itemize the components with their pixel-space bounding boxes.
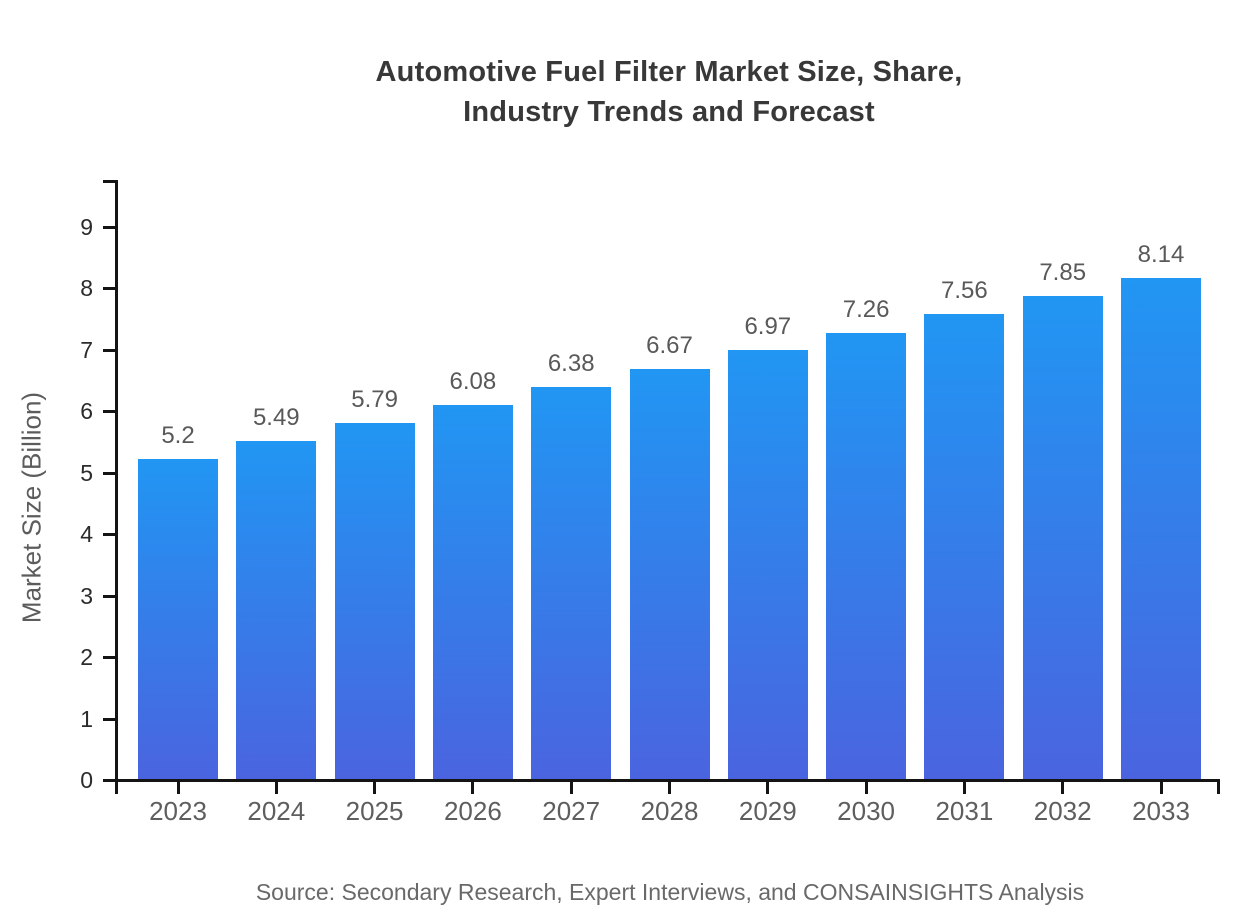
y-tick (103, 779, 115, 782)
x-category-label: 2025 (345, 796, 404, 826)
x-tick (569, 782, 573, 794)
chart-title-line1: Automotive Fuel Filter Market Size, Shar… (375, 56, 963, 88)
bar-value-label: 7.85 (1039, 259, 1087, 287)
y-tick (103, 471, 115, 475)
chart-title: Automotive Fuel Filter Market Size, Shar… (118, 52, 1220, 132)
y-tick-label: 4 (80, 521, 93, 547)
y-tick-label: 5 (80, 459, 93, 486)
x-tick (1061, 782, 1065, 794)
y-tick-label: 8 (80, 275, 93, 301)
bar (531, 386, 612, 779)
bar-value-label: 7.26 (842, 295, 890, 323)
y-tick (103, 656, 115, 659)
x-category-label: 2024 (247, 796, 306, 826)
x-tick (274, 782, 278, 794)
bar (924, 314, 1005, 779)
x-category-label: 2030 (837, 796, 896, 826)
x-category-label: 2026 (443, 796, 502, 826)
x-category-label: 2032 (1033, 796, 1092, 826)
y-axis-end-tick (103, 180, 115, 183)
y-tick-label: 0 (80, 767, 93, 793)
y-tick-label: 7 (80, 336, 93, 363)
bar-value-label: 8.14 (1137, 241, 1185, 269)
x-tick (176, 782, 180, 794)
x-tick (1159, 782, 1163, 794)
bar-value-label: 6.08 (449, 368, 497, 396)
bar-value-label: 6.67 (646, 331, 693, 359)
x-category-label: 2031 (935, 796, 994, 826)
x-tick (668, 782, 671, 794)
y-tick (103, 225, 115, 229)
x-tick (471, 782, 475, 794)
y-tick (103, 594, 115, 598)
y-tick (103, 410, 115, 413)
y-tick (103, 287, 115, 290)
y-tick (103, 533, 115, 536)
bar (1121, 278, 1201, 779)
x-category-label: 2023 (149, 796, 207, 826)
bar (727, 350, 808, 779)
y-axis-line (115, 180, 118, 794)
x-category-label: 2027 (542, 796, 601, 826)
y-tick-label: 9 (80, 213, 93, 240)
source-note: Source: Secondary Research, Expert Inter… (255, 879, 1085, 905)
bar (432, 405, 513, 779)
bar (1022, 296, 1103, 779)
bar (236, 441, 317, 779)
x-tick (373, 782, 377, 794)
x-category-label: 2028 (640, 796, 699, 826)
bar-value-label: 5.2 (161, 422, 195, 450)
bar-value-label: 5.79 (351, 385, 398, 413)
y-tick (103, 348, 115, 352)
bar-value-label: 7.56 (941, 277, 988, 305)
bar-value-label: 6.38 (547, 349, 595, 377)
x-tick (962, 782, 966, 794)
bar (334, 422, 415, 779)
bar (629, 368, 710, 779)
x-tick (766, 782, 770, 794)
y-tick-label: 2 (80, 644, 93, 670)
x-tick (864, 782, 868, 794)
bar (826, 332, 907, 779)
y-tick-label: 1 (80, 705, 93, 732)
x-axis-end-tick (1217, 779, 1220, 794)
y-tick-label: 6 (80, 398, 93, 424)
x-category-label: 2029 (738, 796, 797, 826)
chart-title-line2: Industry Trends and Forecast (463, 96, 875, 128)
x-category-label: 2033 (1132, 796, 1190, 826)
y-tick-label: 3 (80, 582, 93, 609)
bar-value-label: 6.97 (744, 313, 792, 341)
bar (138, 459, 218, 779)
y-tick (103, 717, 115, 721)
bar-value-label: 5.49 (252, 404, 300, 432)
x-axis-line (115, 779, 1220, 782)
